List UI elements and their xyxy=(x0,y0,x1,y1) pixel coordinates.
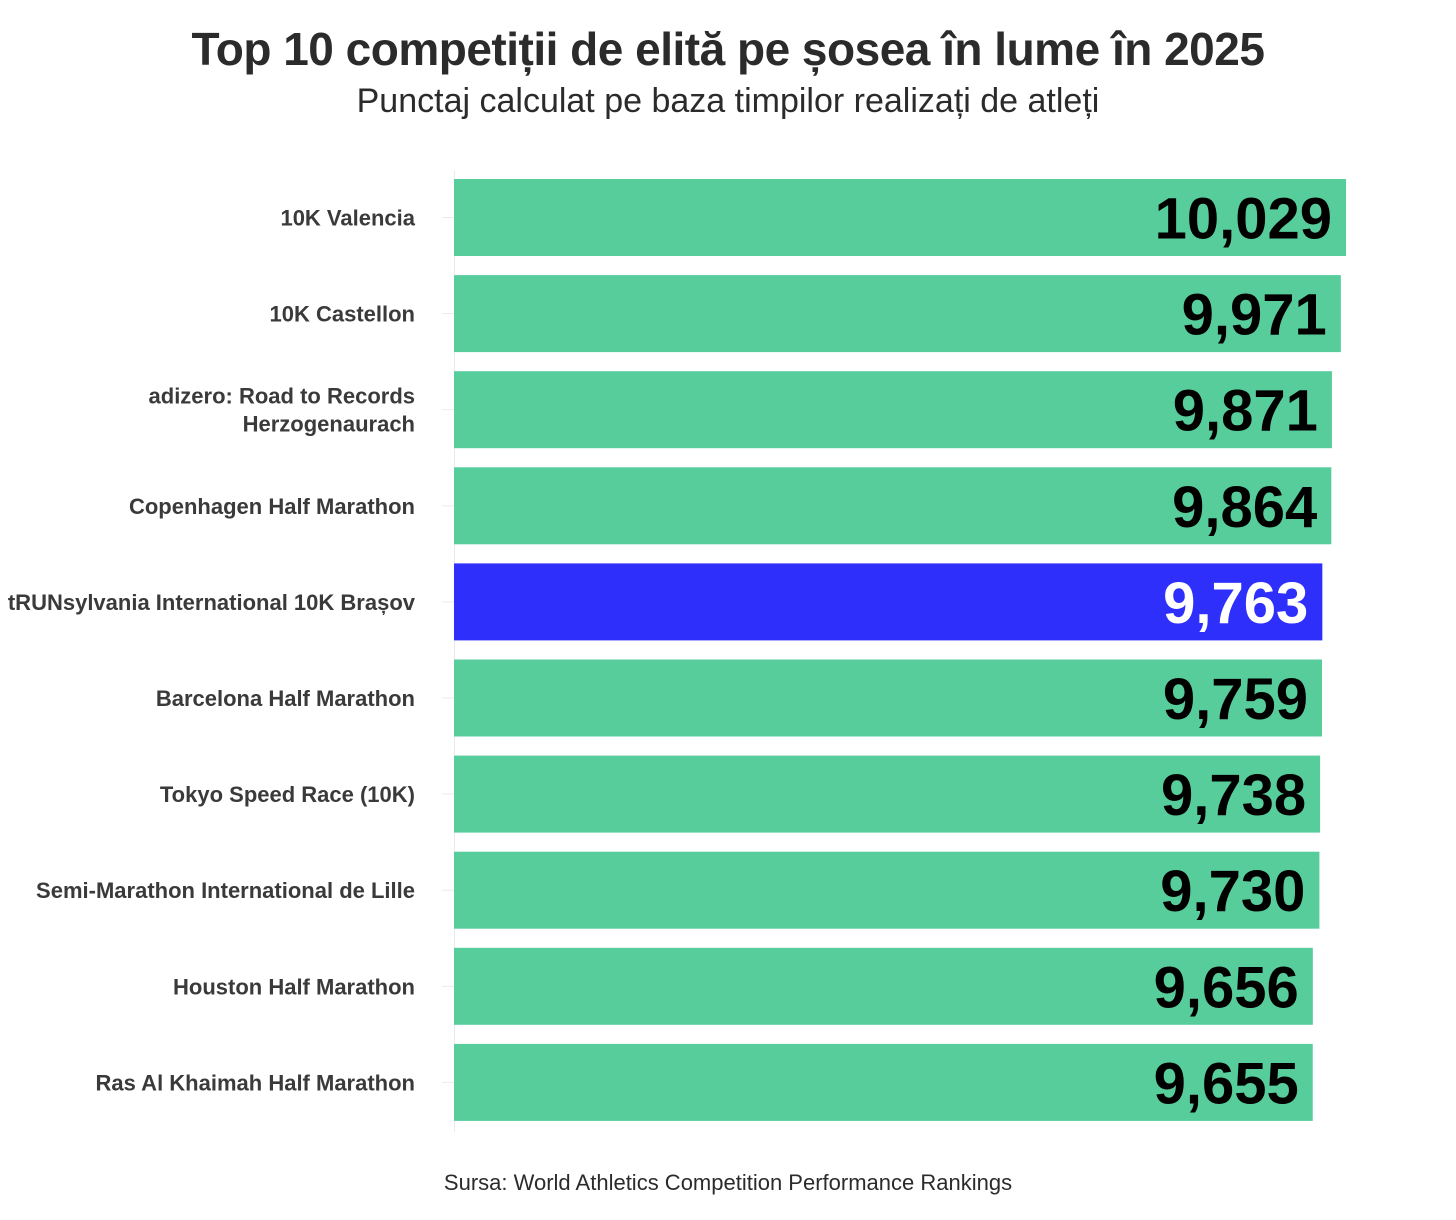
y-tick-label-line: adizero: Road to Records xyxy=(149,384,415,409)
y-tick-label: Ras Al Khaimah Half Marathon xyxy=(96,1070,415,1095)
y-tick-label-line: Semi-Marathon International de Lille xyxy=(36,878,415,903)
chart-title: Top 10 competiții de elită pe șosea în l… xyxy=(191,23,1265,75)
y-tick-label: 10K Valencia xyxy=(280,206,415,231)
bar-value-label: 9,864 xyxy=(1172,475,1317,540)
y-tick-label-line: Tokyo Speed Race (10K) xyxy=(160,782,415,807)
y-tick-label-line: tRUNsylvania International 10K Brașov xyxy=(8,590,416,615)
bar-value-label: 9,656 xyxy=(1154,955,1299,1020)
bar-value-label: 10,029 xyxy=(1155,187,1332,252)
y-tick-label-line: Herzogenaurach xyxy=(243,412,415,437)
bar xyxy=(454,371,1332,449)
bar-chart: 10,029 10K Valencia 9,971 10K Castellon 9,87… xyxy=(8,170,1346,1132)
y-tick-label: tRUNsylvania International 10K Brașov xyxy=(8,590,416,615)
bar-value-label: 9,759 xyxy=(1163,667,1308,732)
y-tick-label: Semi-Marathon International de Lille xyxy=(36,878,415,903)
bar-value-label: 9,730 xyxy=(1160,859,1305,924)
bar xyxy=(454,179,1346,256)
bar xyxy=(454,467,1332,545)
y-tick-label-line: Houston Half Marathon xyxy=(173,974,415,999)
bar-value-label: 9,738 xyxy=(1161,763,1306,828)
bar-value-label: 9,971 xyxy=(1182,283,1327,348)
chart-caption: Sursa: World Athletics Competition Perfo… xyxy=(443,1170,1013,1195)
bar xyxy=(454,851,1320,929)
bar xyxy=(454,1043,1313,1121)
y-tick-label-line: Barcelona Half Marathon xyxy=(156,686,415,711)
y-tick-label-line: 10K Castellon xyxy=(270,302,416,327)
bar xyxy=(454,275,1341,353)
y-tick-label: 10K Castellon xyxy=(270,302,416,327)
bar-value-label: 9,655 xyxy=(1154,1051,1299,1116)
y-tick-label: Copenhagen Half Marathon xyxy=(129,494,415,519)
bar-value-label: 9,763 xyxy=(1163,571,1308,636)
bar xyxy=(454,755,1321,833)
bar-highlight xyxy=(454,563,1323,641)
bar xyxy=(454,659,1322,737)
bar-value-label: 9,871 xyxy=(1173,379,1318,444)
y-tick-label: adizero: Road to Records Herzogenaurach xyxy=(149,384,415,437)
bar xyxy=(454,947,1313,1025)
y-tick-label-line: Copenhagen Half Marathon xyxy=(129,494,415,519)
y-tick-label-line: 10K Valencia xyxy=(280,206,415,231)
y-tick-label: Houston Half Marathon xyxy=(173,974,415,999)
y-tick-label: Barcelona Half Marathon xyxy=(156,686,415,711)
y-tick-label-line: Ras Al Khaimah Half Marathon xyxy=(96,1070,415,1095)
bars-group: 10,029 10K Valencia 9,971 10K Castellon 9,87… xyxy=(8,179,1346,1121)
chart-subtitle: Punctaj calculat pe baza timpilor realiz… xyxy=(356,82,1100,120)
y-tick-label: Tokyo Speed Race (10K) xyxy=(160,782,415,807)
